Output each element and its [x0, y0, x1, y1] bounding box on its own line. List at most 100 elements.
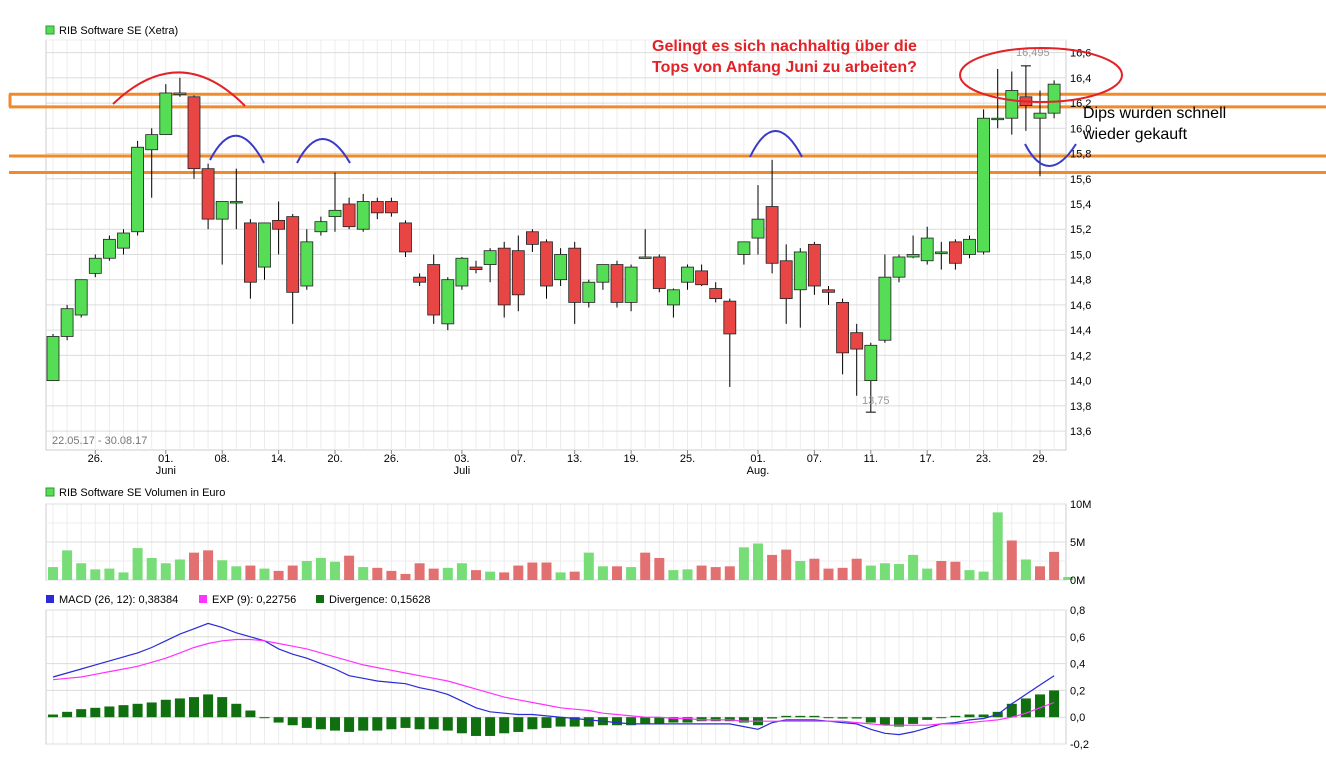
volume-bar — [992, 512, 1003, 580]
volume-bar — [146, 557, 157, 580]
volume-bar — [76, 563, 87, 580]
divergence-bar — [189, 697, 199, 718]
divergence-bar — [668, 717, 679, 723]
candle-body — [864, 344, 878, 382]
divergence-bar — [612, 717, 622, 726]
candle-body — [822, 289, 835, 293]
candle-body — [850, 332, 864, 350]
date-range: 22.05.17 - 30.08.17 — [52, 435, 147, 447]
volume-y-tick: 5M — [1070, 537, 1085, 549]
candle-body — [793, 251, 807, 291]
candle-body — [554, 254, 567, 281]
divergence-bar — [964, 714, 975, 718]
divergence-bar — [837, 717, 848, 719]
blue-arc-1 — [209, 134, 265, 164]
volume-bar — [90, 569, 101, 580]
volume-bar — [513, 565, 524, 580]
divergence-bar — [724, 717, 735, 722]
price-legend: RIB Software SE (Xetra) — [59, 25, 178, 37]
date-tick-label: 07. — [807, 453, 822, 465]
volume-bar — [104, 568, 115, 580]
annotation-dips-line1: Dips wurden schnell — [1083, 105, 1226, 122]
volume-bar — [583, 552, 594, 580]
candle-body — [906, 254, 920, 258]
price-y-tick: 16,4 — [1070, 73, 1091, 85]
volume-bar — [626, 567, 637, 580]
candle-body — [413, 276, 427, 283]
divergence-bar — [231, 703, 242, 718]
divergence-bar — [922, 717, 933, 720]
high-label: 16,495 — [1016, 47, 1050, 59]
volume-bar — [894, 564, 904, 580]
red-ellipse — [959, 47, 1123, 103]
divergence-bar — [682, 717, 693, 723]
macd-lines — [52, 622, 1055, 736]
candle-body — [46, 336, 60, 382]
macd-y-tick: 0,0 — [1070, 712, 1085, 724]
divergence-bar — [174, 698, 185, 718]
date-tick-label: 20. — [327, 453, 342, 465]
divergence-bar — [160, 699, 171, 718]
candle-body — [540, 241, 553, 287]
price-y-tick: 15,8 — [1070, 149, 1091, 161]
divergence-bar — [456, 717, 467, 734]
divergence-bar — [372, 717, 383, 731]
volume-bar — [160, 563, 171, 580]
candle-body — [74, 279, 88, 316]
volume-bar — [738, 547, 749, 580]
candle-body — [455, 257, 469, 287]
volume-bar — [950, 561, 961, 580]
candle-body — [681, 266, 694, 283]
candle-body — [342, 203, 356, 228]
macd-y-tick: 0,8 — [1070, 605, 1085, 617]
divergence-bar — [414, 717, 425, 730]
volume-bar — [682, 569, 693, 580]
volume-bar — [922, 568, 933, 580]
exp-legend-swatch — [199, 595, 207, 603]
volume-bar — [908, 554, 919, 580]
volume-y-tick: 0M — [1070, 575, 1085, 587]
macd-legend-swatch — [46, 595, 54, 603]
candle-body — [356, 201, 370, 230]
divergence-bar — [894, 717, 904, 727]
date-tick-label: 08. — [215, 453, 230, 465]
divergence-bar — [640, 717, 651, 724]
divergence-bar — [471, 717, 481, 736]
price-y-ticks: 13,6 13,8 14,0 14,2 14,4 14,6 14,8 15,0 15,2 15,4… — [1070, 48, 1091, 438]
divergence-bar — [90, 707, 101, 718]
candle-body — [441, 279, 455, 325]
candle-body — [370, 201, 384, 214]
volume-bar — [724, 566, 735, 580]
divergence-bar — [287, 717, 298, 726]
price-y-tick: 15,6 — [1070, 174, 1091, 186]
divergence-bar — [781, 715, 792, 718]
macd-y-tick: 0,2 — [1070, 685, 1085, 697]
divergence-bar — [76, 709, 87, 718]
annotation-title-line1: Gelingt es sich nachhaltig über die — [652, 38, 917, 55]
volume-legend-swatch — [45, 487, 55, 497]
price-y-tick: 16,2 — [1070, 98, 1091, 110]
candle-body — [1033, 112, 1047, 119]
divergence-bar — [879, 717, 890, 726]
candle-body — [258, 222, 271, 268]
volume-bar — [823, 568, 834, 580]
candle-body — [709, 288, 723, 300]
divergence-bar — [865, 717, 876, 723]
month-label: Juni — [156, 465, 176, 477]
date-tick-label: 03. — [454, 453, 469, 465]
volume-bar — [358, 567, 369, 580]
candle-body — [723, 300, 737, 335]
price-y-tick: 16,0 — [1070, 123, 1091, 135]
divergence-bar — [48, 714, 58, 718]
divergence-bar — [626, 717, 637, 726]
date-tick-label: 13. — [567, 453, 582, 465]
divergence-bar — [344, 717, 355, 732]
candle-body — [427, 264, 441, 316]
divergence-bar — [1006, 703, 1017, 718]
red-arc-top — [112, 71, 246, 107]
divergence-legend: Divergence: 0,15628 — [329, 594, 431, 606]
date-tick-label: 23. — [976, 453, 991, 465]
volume-bar — [1020, 559, 1031, 580]
volume-bar — [231, 566, 242, 580]
candle-body — [878, 276, 892, 341]
